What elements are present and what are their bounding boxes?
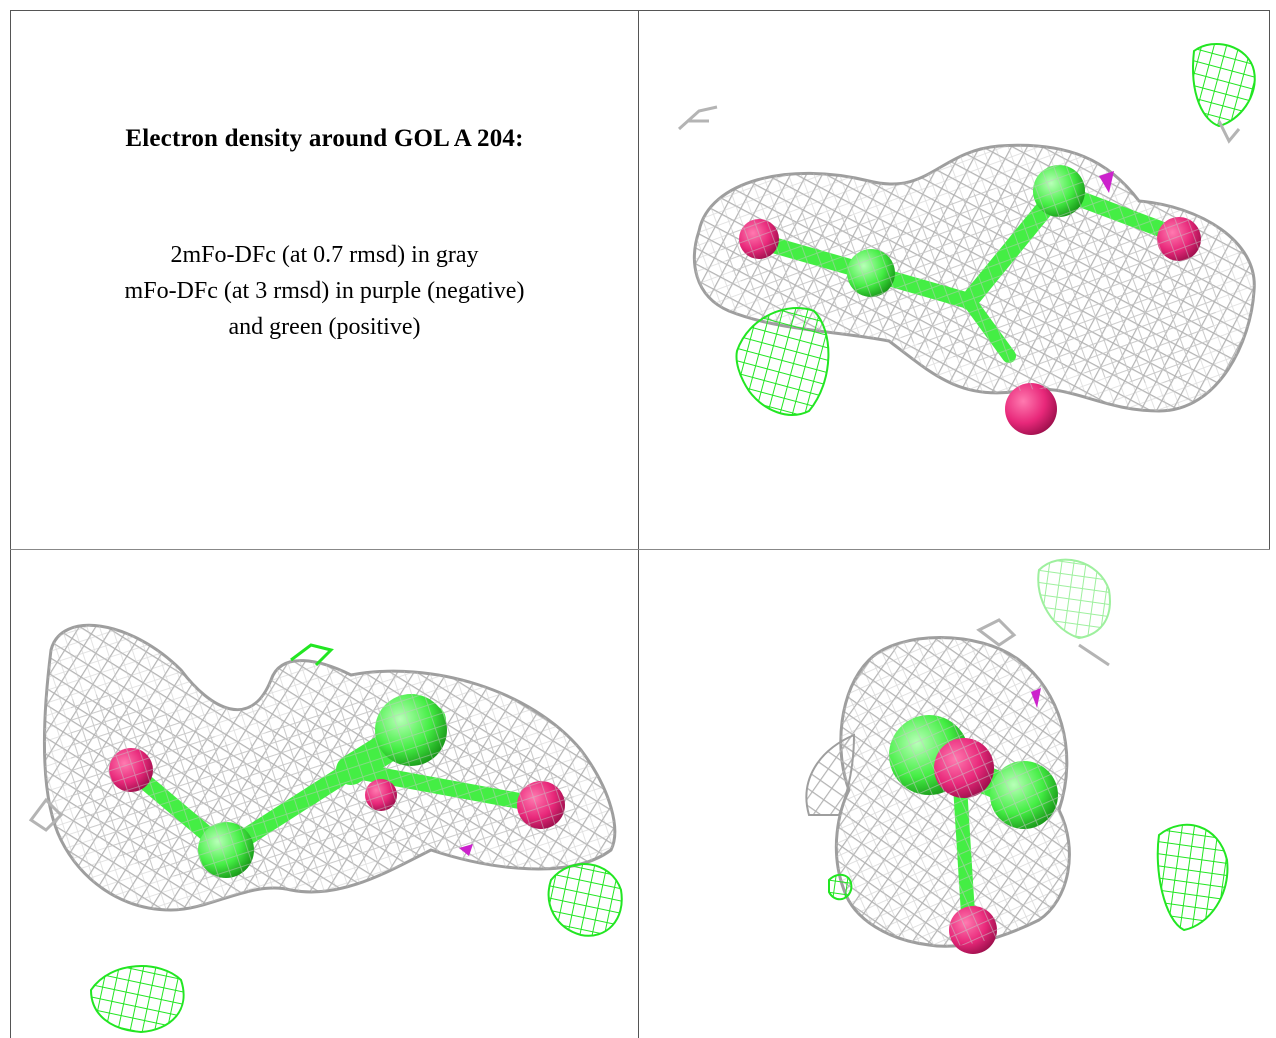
mesh-fofc-negative — [1099, 171, 1114, 193]
table-top-border — [10, 10, 1270, 11]
density-view-top-right — [677, 42, 1256, 435]
table-center-divider — [638, 10, 639, 1038]
caption-lines: 2mFo-DFc (at 0.7 rmsd) in gray mFo-DFc (… — [125, 237, 525, 345]
table-left-border — [10, 10, 11, 1038]
table-row-divider — [10, 549, 1270, 550]
mesh-fofc-positive — [547, 863, 623, 937]
caption-title: Electron density around GOL A 204: — [125, 125, 524, 152]
caption-line-2fofc: 2mFo-DFc (at 0.7 rmsd) in gray — [170, 242, 479, 268]
view-bottom-right — [639, 550, 1269, 1038]
density-view-bottom-right — [805, 558, 1229, 954]
view-bottom-left — [11, 550, 638, 1038]
view-top-right — [639, 11, 1269, 549]
mesh-fofc-negative — [1031, 688, 1041, 708]
mesh-fofc-positive — [1156, 823, 1229, 932]
figure-table: Electron density around GOL A 204: 2mFo-… — [10, 10, 1270, 1038]
mesh-fofc-positive — [735, 306, 830, 416]
mesh-fofc-negative — [459, 844, 473, 856]
density-view-bottom-left — [28, 623, 623, 1034]
caption-line-fofc: mFo-DFc (at 3 rmsd) in purple (negative) — [124, 278, 525, 304]
caption-line-positive: and green (positive) — [228, 314, 421, 340]
table-right-border — [1269, 10, 1270, 550]
caption-cell: Electron density around GOL A 204: 2mFo-… — [11, 11, 638, 549]
